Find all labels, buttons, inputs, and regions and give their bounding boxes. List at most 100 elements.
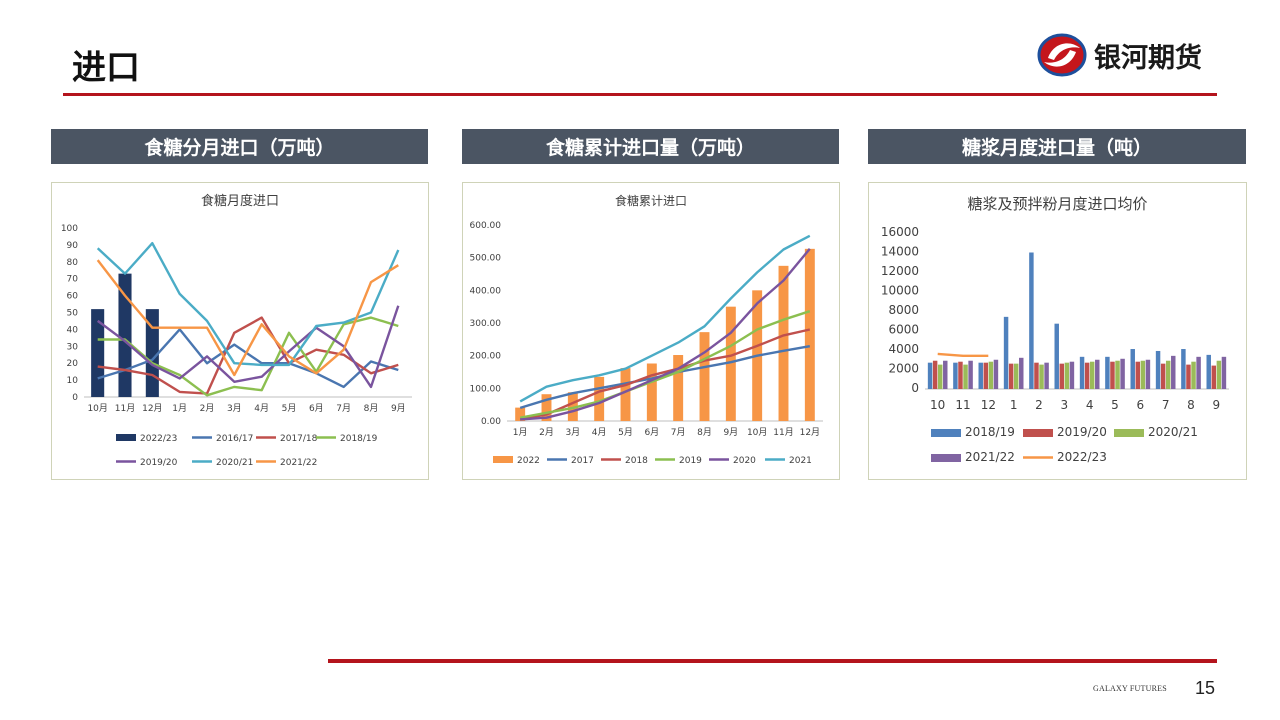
x-tick-label: 12月 <box>142 403 162 414</box>
series-line-2022-23 <box>937 352 989 357</box>
y-tick-label: 12000 <box>881 264 919 278</box>
y-tick-label: 40 <box>67 325 79 335</box>
legend-label: 2021/22 <box>280 458 317 468</box>
legend-swatch <box>1023 429 1053 437</box>
bar-2021-22 <box>1019 357 1024 389</box>
legend-label: 2019/20 <box>140 458 178 468</box>
x-tick-label: 11月 <box>115 403 135 414</box>
legend-label: 2020/21 <box>216 458 253 468</box>
bar-2022 <box>515 407 526 421</box>
galaxy-futures-logo: 银河期货 <box>1036 30 1226 80</box>
series-line-2021-22 <box>96 259 399 377</box>
bar-2022-23 <box>91 309 105 397</box>
x-tick-label: 5月 <box>282 403 297 414</box>
x-tick-label: 4月 <box>254 403 269 414</box>
bar-2022-23 <box>118 273 132 397</box>
bar-2018-19 <box>1130 349 1135 389</box>
bar-2021-22 <box>993 359 999 389</box>
x-tick-label: 6月 <box>644 427 659 438</box>
legend-label: 2018/19 <box>965 425 1015 439</box>
bar-2018-19 <box>1105 356 1110 389</box>
bar-2019-20 <box>1211 365 1217 389</box>
legend-label: 2016/17 <box>216 434 253 444</box>
x-tick-label: 2 <box>1035 398 1043 412</box>
series-line-2018 <box>519 328 811 421</box>
y-tick-label: 4000 <box>888 342 919 356</box>
legend-swatch <box>116 434 136 441</box>
bar-2022 <box>804 248 815 421</box>
bar-2022 <box>620 368 631 421</box>
x-tick-label: 3月 <box>227 403 242 414</box>
legend-label: 2022/23 <box>1057 450 1107 464</box>
y-tick-label: 0 <box>72 393 78 403</box>
chart-cumulative-import-svg: 食糖累计进口 0.00 100.00 200.00 300.00 400.00 500.00… <box>470 193 823 466</box>
bar-2019-20 <box>983 362 989 389</box>
y-tick-label: 80 <box>67 258 79 268</box>
bar-2021-22 <box>1120 358 1125 389</box>
panel-header-syrup: 糖浆月度进口量（吨） <box>868 129 1246 164</box>
chart-syrup-import-svg: 糖浆及预拌粉月度进口均价 0 2000 4000 6000 8000 10000 12000 1… <box>881 195 1229 464</box>
bar-2018-19 <box>927 362 933 389</box>
bar-2020-21 <box>1013 363 1019 389</box>
y-tick-label: 400.00 <box>470 286 502 296</box>
bar-2022 <box>673 355 684 421</box>
x-tick-label: 10月 <box>87 403 107 414</box>
y-tick-label: 30 <box>67 342 79 352</box>
bar-2021-22 <box>1221 356 1227 389</box>
x-tick-label: 6 <box>1137 398 1145 412</box>
x-tick-label: 2月 <box>539 427 554 438</box>
bar-2019-20 <box>1059 363 1065 389</box>
bar-2021-22 <box>1196 356 1201 389</box>
legend-label: 2022 <box>517 456 540 466</box>
x-tick-label: 12 <box>981 398 996 412</box>
bar-2019-20 <box>958 361 963 389</box>
y-tick-label: 0 <box>911 381 919 395</box>
bar-2020-21 <box>988 361 994 389</box>
bar-2020-21 <box>963 364 968 389</box>
bar-2022 <box>778 265 789 421</box>
legend-swatch <box>493 456 513 463</box>
chart-title: 食糖累计进口 <box>615 193 687 208</box>
bar-2021-22 <box>1069 361 1075 389</box>
x-tick-label: 10月 <box>747 427 767 438</box>
bar-2018-19 <box>978 362 983 389</box>
footer-brand: GALAXY FUTURES <box>1093 684 1167 693</box>
header-rule <box>63 93 1217 96</box>
x-tick-label: 4月 <box>592 427 607 438</box>
x-tick-label: 3 <box>1061 398 1069 412</box>
chart-monthly-import: 食糖月度进口 0 10 20 30 40 50 60 70 80 90 100 10月 11月 12月 1月 2… <box>51 182 429 480</box>
x-tick-label: 5月 <box>618 427 633 438</box>
legend-swatch <box>931 454 961 462</box>
bar-2018-19 <box>1054 323 1059 389</box>
series-line-2020-21 <box>96 242 400 367</box>
bar-2019-20 <box>1186 364 1191 389</box>
bar-2020-21 <box>1140 360 1146 389</box>
x-tick-label: 7 <box>1162 398 1170 412</box>
chart-title: 食糖月度进口 <box>201 193 279 209</box>
bar-2022 <box>699 332 710 421</box>
panel-header-cumulative: 食糖累计进口量（万吨） <box>462 129 839 164</box>
bar-2022 <box>594 376 605 421</box>
x-tick-label: 11月 <box>773 427 793 438</box>
x-tick-label: 1 <box>1010 398 1018 412</box>
bar-2020-21 <box>1216 360 1222 389</box>
series-line-2019 <box>519 310 811 419</box>
legend-label: 2021 <box>789 456 812 466</box>
y-tick-label: 300.00 <box>470 319 502 329</box>
bar-2018-19 <box>1155 350 1161 389</box>
bar-2019-20 <box>1135 361 1141 389</box>
y-tick-label: 500.00 <box>470 254 502 264</box>
y-tick-label: 6000 <box>888 323 919 337</box>
legend-label: 2017/18 <box>280 434 318 444</box>
y-tick-label: 20 <box>67 359 79 369</box>
y-tick-label: 14000 <box>881 245 919 259</box>
bar-2019-20 <box>1084 362 1090 389</box>
x-tick-label: 6月 <box>309 403 324 414</box>
bar-2019-20 <box>1160 363 1166 389</box>
bar-2020-21 <box>1064 362 1070 389</box>
x-tick-label: 5 <box>1111 398 1119 412</box>
y-tick-label: 2000 <box>888 362 919 376</box>
x-tick-label: 11 <box>955 398 970 412</box>
x-tick-label: 2月 <box>200 403 215 414</box>
y-tick-label: 8000 <box>888 303 919 317</box>
